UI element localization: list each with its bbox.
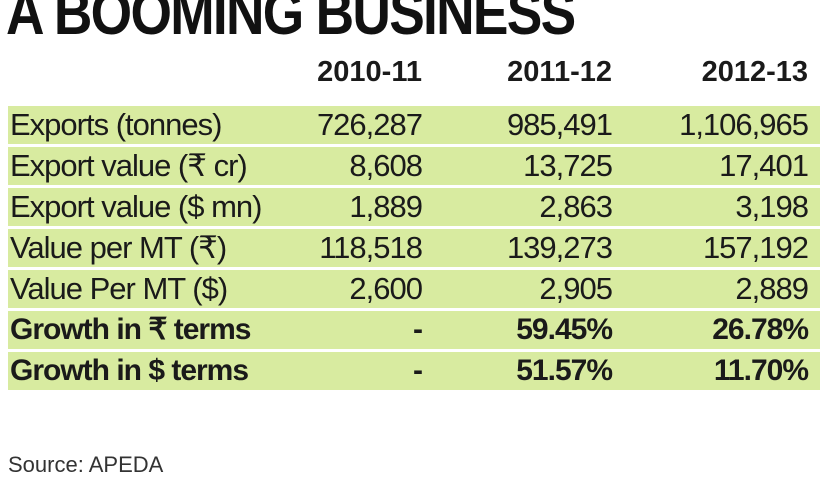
table-row: Growth in ₹ terms - 59.45% 26.78%	[8, 311, 820, 349]
table-cell: 26.78%	[712, 313, 809, 346]
column-header-2010-11: 2010-11	[317, 56, 422, 88]
row-label: Exports (tonnes)	[10, 107, 222, 142]
table-row: Value per MT (₹) 118,518 139,273 157,192	[8, 229, 820, 267]
table-cell: 13,725	[523, 148, 613, 183]
table-cell: 51.57%	[516, 354, 613, 387]
table-cell: 8,608	[349, 148, 423, 183]
table-cell: 2,889	[735, 271, 809, 306]
row-label: Value per MT (₹)	[10, 230, 227, 265]
table-row: Growth in $ terms - 51.57% 11.70%	[8, 352, 820, 390]
table-cell: 59.45%	[516, 313, 613, 346]
table-cell: 3,198	[735, 189, 809, 224]
row-label: Value Per MT ($)	[10, 271, 228, 306]
source-note: Source: APEDA	[8, 452, 164, 477]
column-header-2012-13: 2012-13	[701, 56, 808, 88]
table-cell: 2,863	[539, 189, 613, 224]
table-cell: -	[413, 313, 423, 346]
row-label: Growth in ₹ terms	[10, 313, 251, 346]
table-cell: 11.70%	[713, 354, 809, 387]
table-row: Exports (tonnes) 726,287 985,491 1,106,965	[8, 106, 820, 144]
table-cell: 2,905	[539, 271, 613, 306]
table-row: Export value ($ mn) 1,889 2,863 3,198	[8, 188, 820, 226]
column-header-2011-12: 2011-12	[507, 56, 612, 88]
chart-title: A BOOMING BUSINESS	[6, 0, 576, 48]
table-row: Value Per MT ($) 2,600 2,905 2,889	[8, 270, 820, 308]
row-label: Export value ($ mn)	[10, 189, 262, 224]
table-cell: 1,106,965	[679, 107, 809, 142]
table-cell: 985,491	[506, 107, 613, 142]
table-row: Export value (₹ cr) 8,608 13,725 17,401	[8, 147, 820, 185]
row-label: Growth in $ terms	[10, 354, 249, 387]
table-cell: -	[413, 354, 423, 387]
table-cell: 1,889	[349, 189, 423, 224]
row-label: Export value (₹ cr)	[10, 148, 248, 183]
table-cell: 17,401	[719, 148, 809, 183]
table-cell: 118,518	[319, 230, 423, 265]
table-cell: 157,192	[702, 230, 809, 265]
table-cell: 726,287	[316, 107, 423, 142]
table-cell: 2,600	[349, 271, 423, 306]
table-cell: 139,273	[506, 230, 613, 265]
